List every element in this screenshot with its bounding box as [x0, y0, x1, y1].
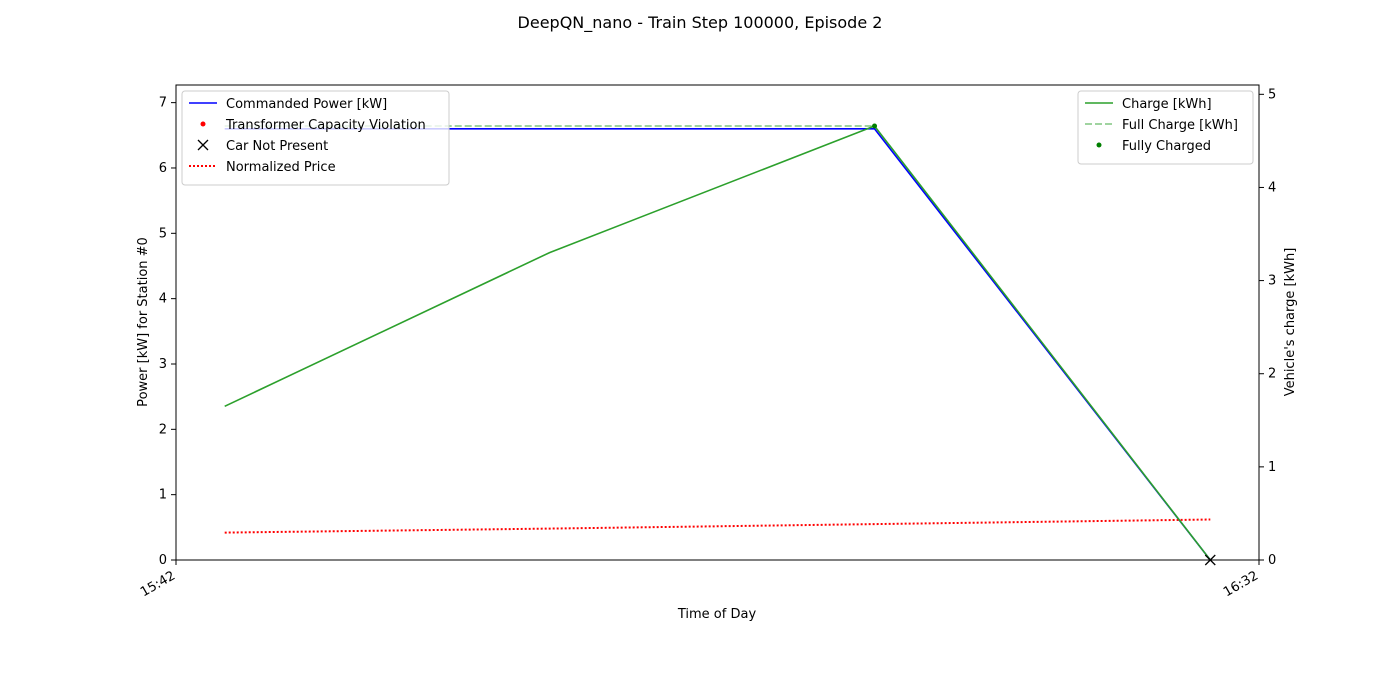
- y-tick-label: 2: [159, 422, 167, 437]
- y2-tick-label: 5: [1268, 87, 1276, 102]
- series-normalized-price: [224, 518, 1211, 534]
- legend-dot: [1096, 142, 1102, 148]
- y-tick-label: 1: [159, 488, 167, 503]
- y-tick-label: 4: [159, 292, 167, 307]
- series-commanded-power-kw: [224, 128, 1211, 561]
- legend-label: Normalized Price: [226, 160, 336, 175]
- marker-fully-charged: [872, 123, 878, 129]
- y-tick-label: 3: [159, 357, 167, 372]
- y-tick-label: 5: [159, 226, 167, 241]
- x-axis-label: Time of Day: [677, 607, 757, 622]
- y2-axis-label: Vehicle's charge [kWh]: [1283, 248, 1298, 397]
- y2-tick-label: 1: [1268, 460, 1276, 475]
- y2-tick-label: 2: [1268, 367, 1276, 382]
- y-tick-label: 6: [159, 161, 167, 176]
- legend-label: Full Charge [kWh]: [1122, 118, 1238, 133]
- legend-label: Car Not Present: [226, 139, 328, 154]
- plot-area: 0 1 2 3 4 5 6 7 0 1 2 3 4 5 15:42 16:32 Commanded Power …: [138, 84, 1276, 600]
- series-charge-kwh: [224, 125, 1211, 561]
- y-axis-label: Power [kW] for Station #0: [136, 237, 151, 407]
- marker-car-not-present: [1204, 554, 1216, 566]
- plot-frame: [175, 84, 1260, 561]
- legend-x: [197, 139, 209, 151]
- y-tick-label: 7: [159, 96, 167, 111]
- legend-label: Transformer Capacity Violation: [225, 118, 426, 133]
- x-tick-label: 16:32: [1221, 568, 1261, 600]
- chart-title: DeepQN_nano - Train Step 100000, Episode…: [518, 13, 883, 33]
- y2-tick-label: 0: [1268, 553, 1276, 568]
- legend-dot: [200, 121, 206, 127]
- legend-label: Charge [kWh]: [1122, 97, 1212, 112]
- y2-tick-label: 4: [1268, 180, 1276, 195]
- y2-tick-label: 3: [1268, 274, 1276, 289]
- y-tick-label: 0: [159, 553, 167, 568]
- legend-label: Commanded Power [kW]: [226, 97, 387, 112]
- x-tick-label: 15:42: [138, 568, 178, 600]
- legend-box: [181, 90, 450, 186]
- legend-box: [1077, 90, 1254, 165]
- legend-label: Fully Charged: [1122, 139, 1211, 154]
